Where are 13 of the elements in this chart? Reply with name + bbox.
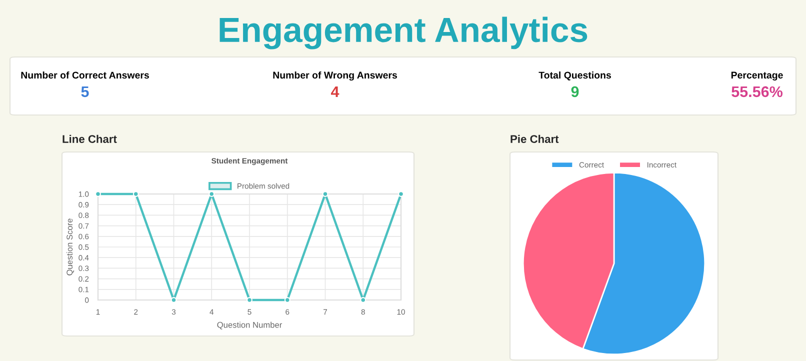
text: 55.56% [732,86,783,98]
category-label: Total Questions [538,71,611,80]
text: 5 [81,86,89,98]
text: Engagement Analytics [220,16,588,50]
text: 4 [330,86,340,97]
y-axis-title: Question Score [66,218,74,276]
category-label: Number of Wrong Answers [273,71,397,81]
category-label: Number of Correct Answers [21,71,149,79]
text: 9 [571,86,579,98]
category-label: Percentage [731,72,783,81]
text: Line Chart [62,134,117,143]
x-axis-title: Question Number [217,322,282,330]
text: Pie Chart [510,134,559,143]
